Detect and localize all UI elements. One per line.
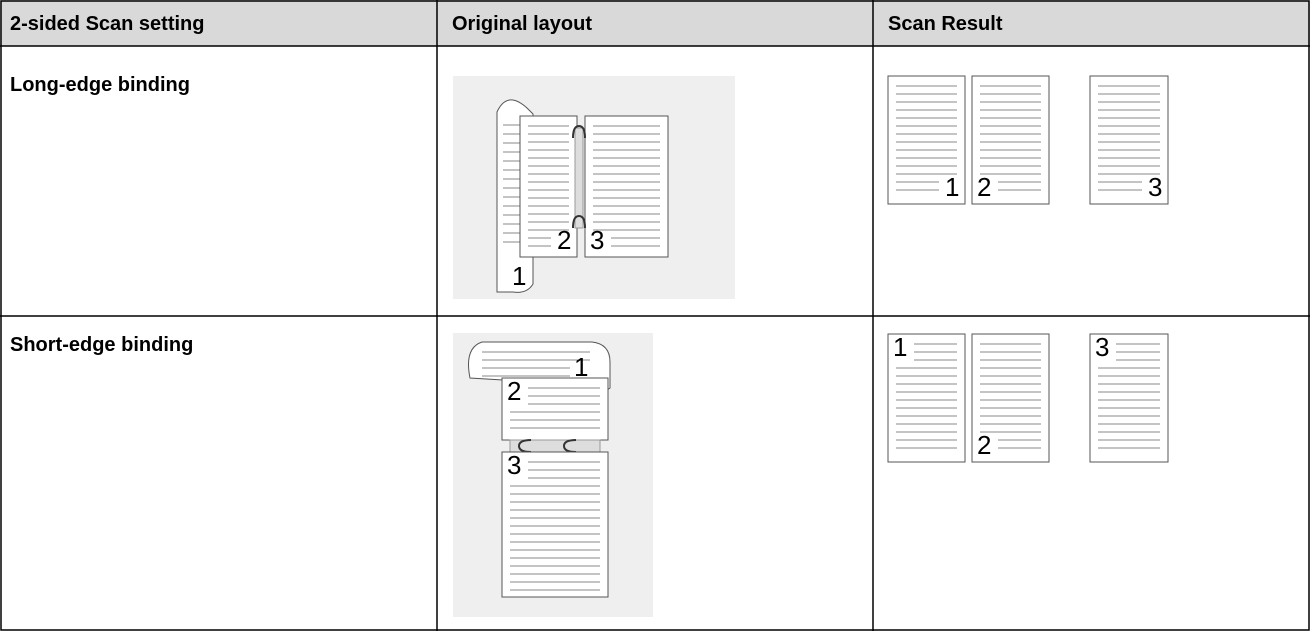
page-number: 2 [507, 376, 521, 406]
page [1089, 333, 1169, 463]
page-number: 3 [1095, 332, 1109, 362]
page [971, 333, 1050, 463]
page-number: 2 [977, 172, 991, 202]
page-number: 2 [557, 225, 571, 255]
page-number: 3 [507, 450, 521, 480]
ring [517, 439, 532, 453]
setting-label: Long-edge binding [10, 74, 190, 96]
page [887, 75, 966, 205]
page-number: 2 [977, 430, 991, 460]
ring [572, 214, 586, 229]
page-number: 3 [1148, 172, 1162, 202]
page-number: 3 [590, 225, 604, 255]
page-number: 1 [945, 172, 959, 202]
page [584, 115, 669, 258]
page-number: 1 [512, 261, 526, 291]
page [501, 451, 609, 598]
header-cell: Scan Result [888, 13, 1003, 35]
header-cell: Original layout [452, 13, 592, 35]
spine [574, 127, 584, 229]
ring [562, 439, 577, 453]
page-number: 1 [574, 352, 588, 382]
page [887, 333, 966, 463]
page [519, 115, 578, 258]
header-cell: 2-sided Scan setting [10, 13, 205, 35]
page [1089, 75, 1169, 205]
page-number: 1 [893, 332, 907, 362]
page [971, 75, 1050, 205]
header-bg [0, 0, 1310, 46]
ring [572, 124, 586, 139]
setting-label: Short-edge binding [10, 334, 193, 356]
